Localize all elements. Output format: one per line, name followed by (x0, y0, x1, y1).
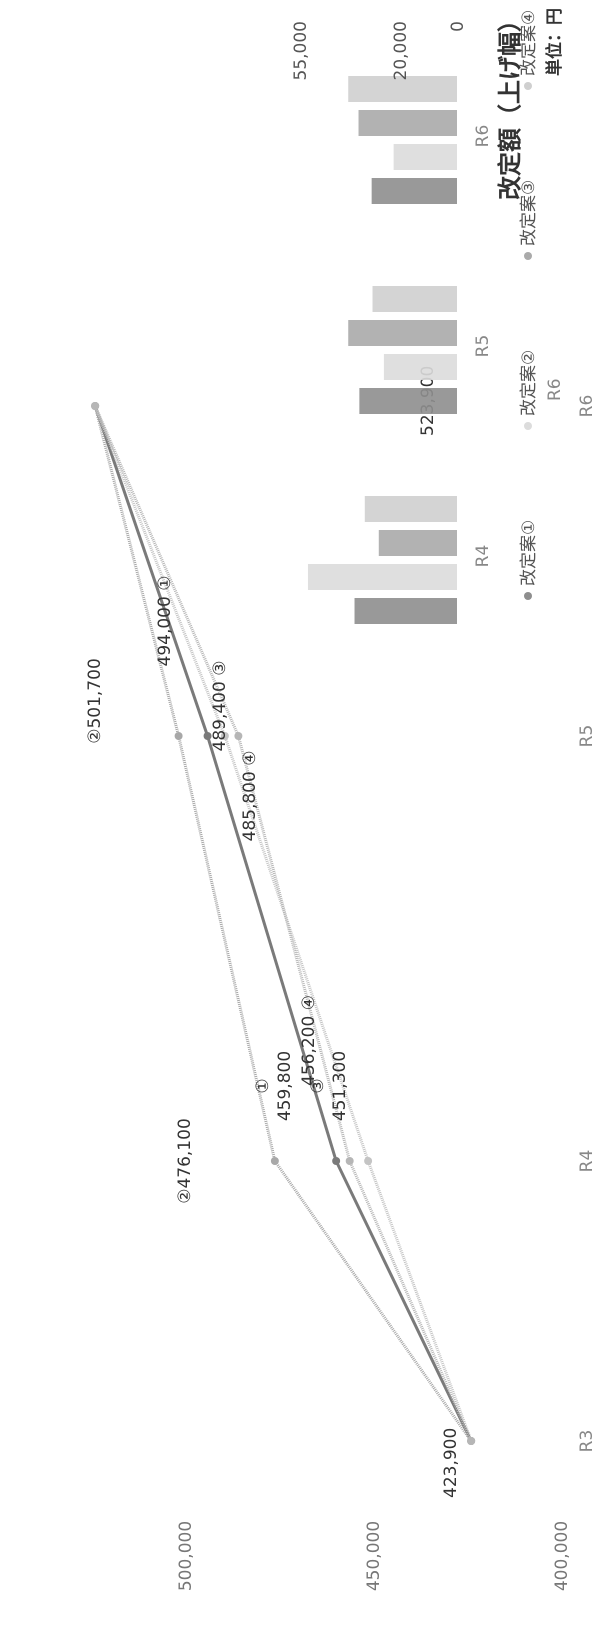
line-series-3 (93, 405, 473, 1442)
line-data-label: 423,900 (441, 1428, 461, 1498)
line-data-label: 459,800 (275, 1051, 295, 1121)
line-data-label-marker: ③ (308, 1078, 328, 1093)
line-data-label: 485,800 ④ (240, 751, 260, 842)
line-data-label-marker: ① (253, 1078, 273, 1093)
bar-R4-改定案② (307, 564, 458, 590)
line-point-s2-R4 (270, 1157, 279, 1165)
line-point-s4-R4 (345, 1157, 354, 1165)
legend-swatch (524, 422, 532, 430)
footer-label: R6 (545, 378, 565, 401)
legend-swatch (524, 592, 532, 600)
bar-R6-改定案④ (348, 76, 457, 102)
bar-R4-改定案③ (378, 530, 458, 556)
line-series-2 (93, 405, 473, 1442)
legend-label: 改定案③ (519, 180, 539, 246)
line-point-s1-R4 (332, 1157, 341, 1165)
bar-R6-改定案① (371, 178, 457, 204)
line-data-label: 456,200 ④ (299, 995, 319, 1086)
line-data-label: 451,300 (330, 1051, 350, 1121)
bar-y-tick-label: 55,000 (291, 21, 311, 80)
bar-R5-改定案④ (372, 286, 458, 312)
line-data-label: 489,400 ③ (210, 661, 230, 752)
line-point-s3-R4 (364, 1157, 373, 1165)
bar-x-tick-label: R6 (473, 125, 493, 148)
line-point-s1-R5 (203, 732, 212, 740)
legend-label: 改定案① (519, 520, 539, 586)
line-series-4 (93, 405, 473, 1442)
legend-label: 改定案④ (519, 10, 539, 76)
line-y-tick-label: 450,000 (364, 1521, 384, 1591)
bar-chart-unit-label: 単位：円 (544, 8, 565, 76)
line-y-tick-label: 500,000 (176, 1521, 196, 1591)
legend-swatch (524, 82, 532, 90)
bar-R4-改定案① (354, 598, 457, 624)
bar-chart-title: 改定額（上げ幅） (496, 8, 524, 200)
line-point-s3-R5 (220, 732, 229, 740)
bar-y-tick-label: 0 (448, 21, 468, 32)
bar-R5-改定案② (383, 354, 458, 380)
line-x-tick-label: R3 (577, 1430, 597, 1453)
bar-R6-改定案③ (358, 110, 458, 136)
bar-R5-改定案① (359, 388, 457, 414)
legend-label: 改定案② (519, 350, 539, 416)
line-data-label: 494,000 ① (155, 576, 175, 667)
line-y-tick-label: 400,000 (552, 1521, 572, 1591)
bar-R6-改定案② (393, 144, 457, 170)
bar-y-tick-label: 20,000 (391, 21, 411, 80)
bar-R4-改定案④ (364, 496, 458, 522)
line-point-s2-R5 (174, 732, 183, 740)
line-x-tick-label: R6 (577, 395, 597, 418)
legend-swatch (524, 252, 532, 260)
line-data-label: ②476,100 (175, 1118, 195, 1204)
bar-x-tick-label: R5 (473, 335, 493, 358)
line-point-s4-R3 (467, 1437, 476, 1445)
line-series-1 (93, 405, 473, 1442)
bar-x-tick-label: R4 (473, 545, 493, 568)
line-point-s4-R6 (91, 402, 100, 410)
bar-R5-改定案③ (348, 320, 457, 346)
line-x-tick-label: R5 (577, 725, 597, 748)
line-data-label: ②501,700 (85, 658, 105, 744)
line-x-tick-label: R4 (577, 1150, 597, 1173)
line-point-s4-R5 (234, 732, 243, 740)
